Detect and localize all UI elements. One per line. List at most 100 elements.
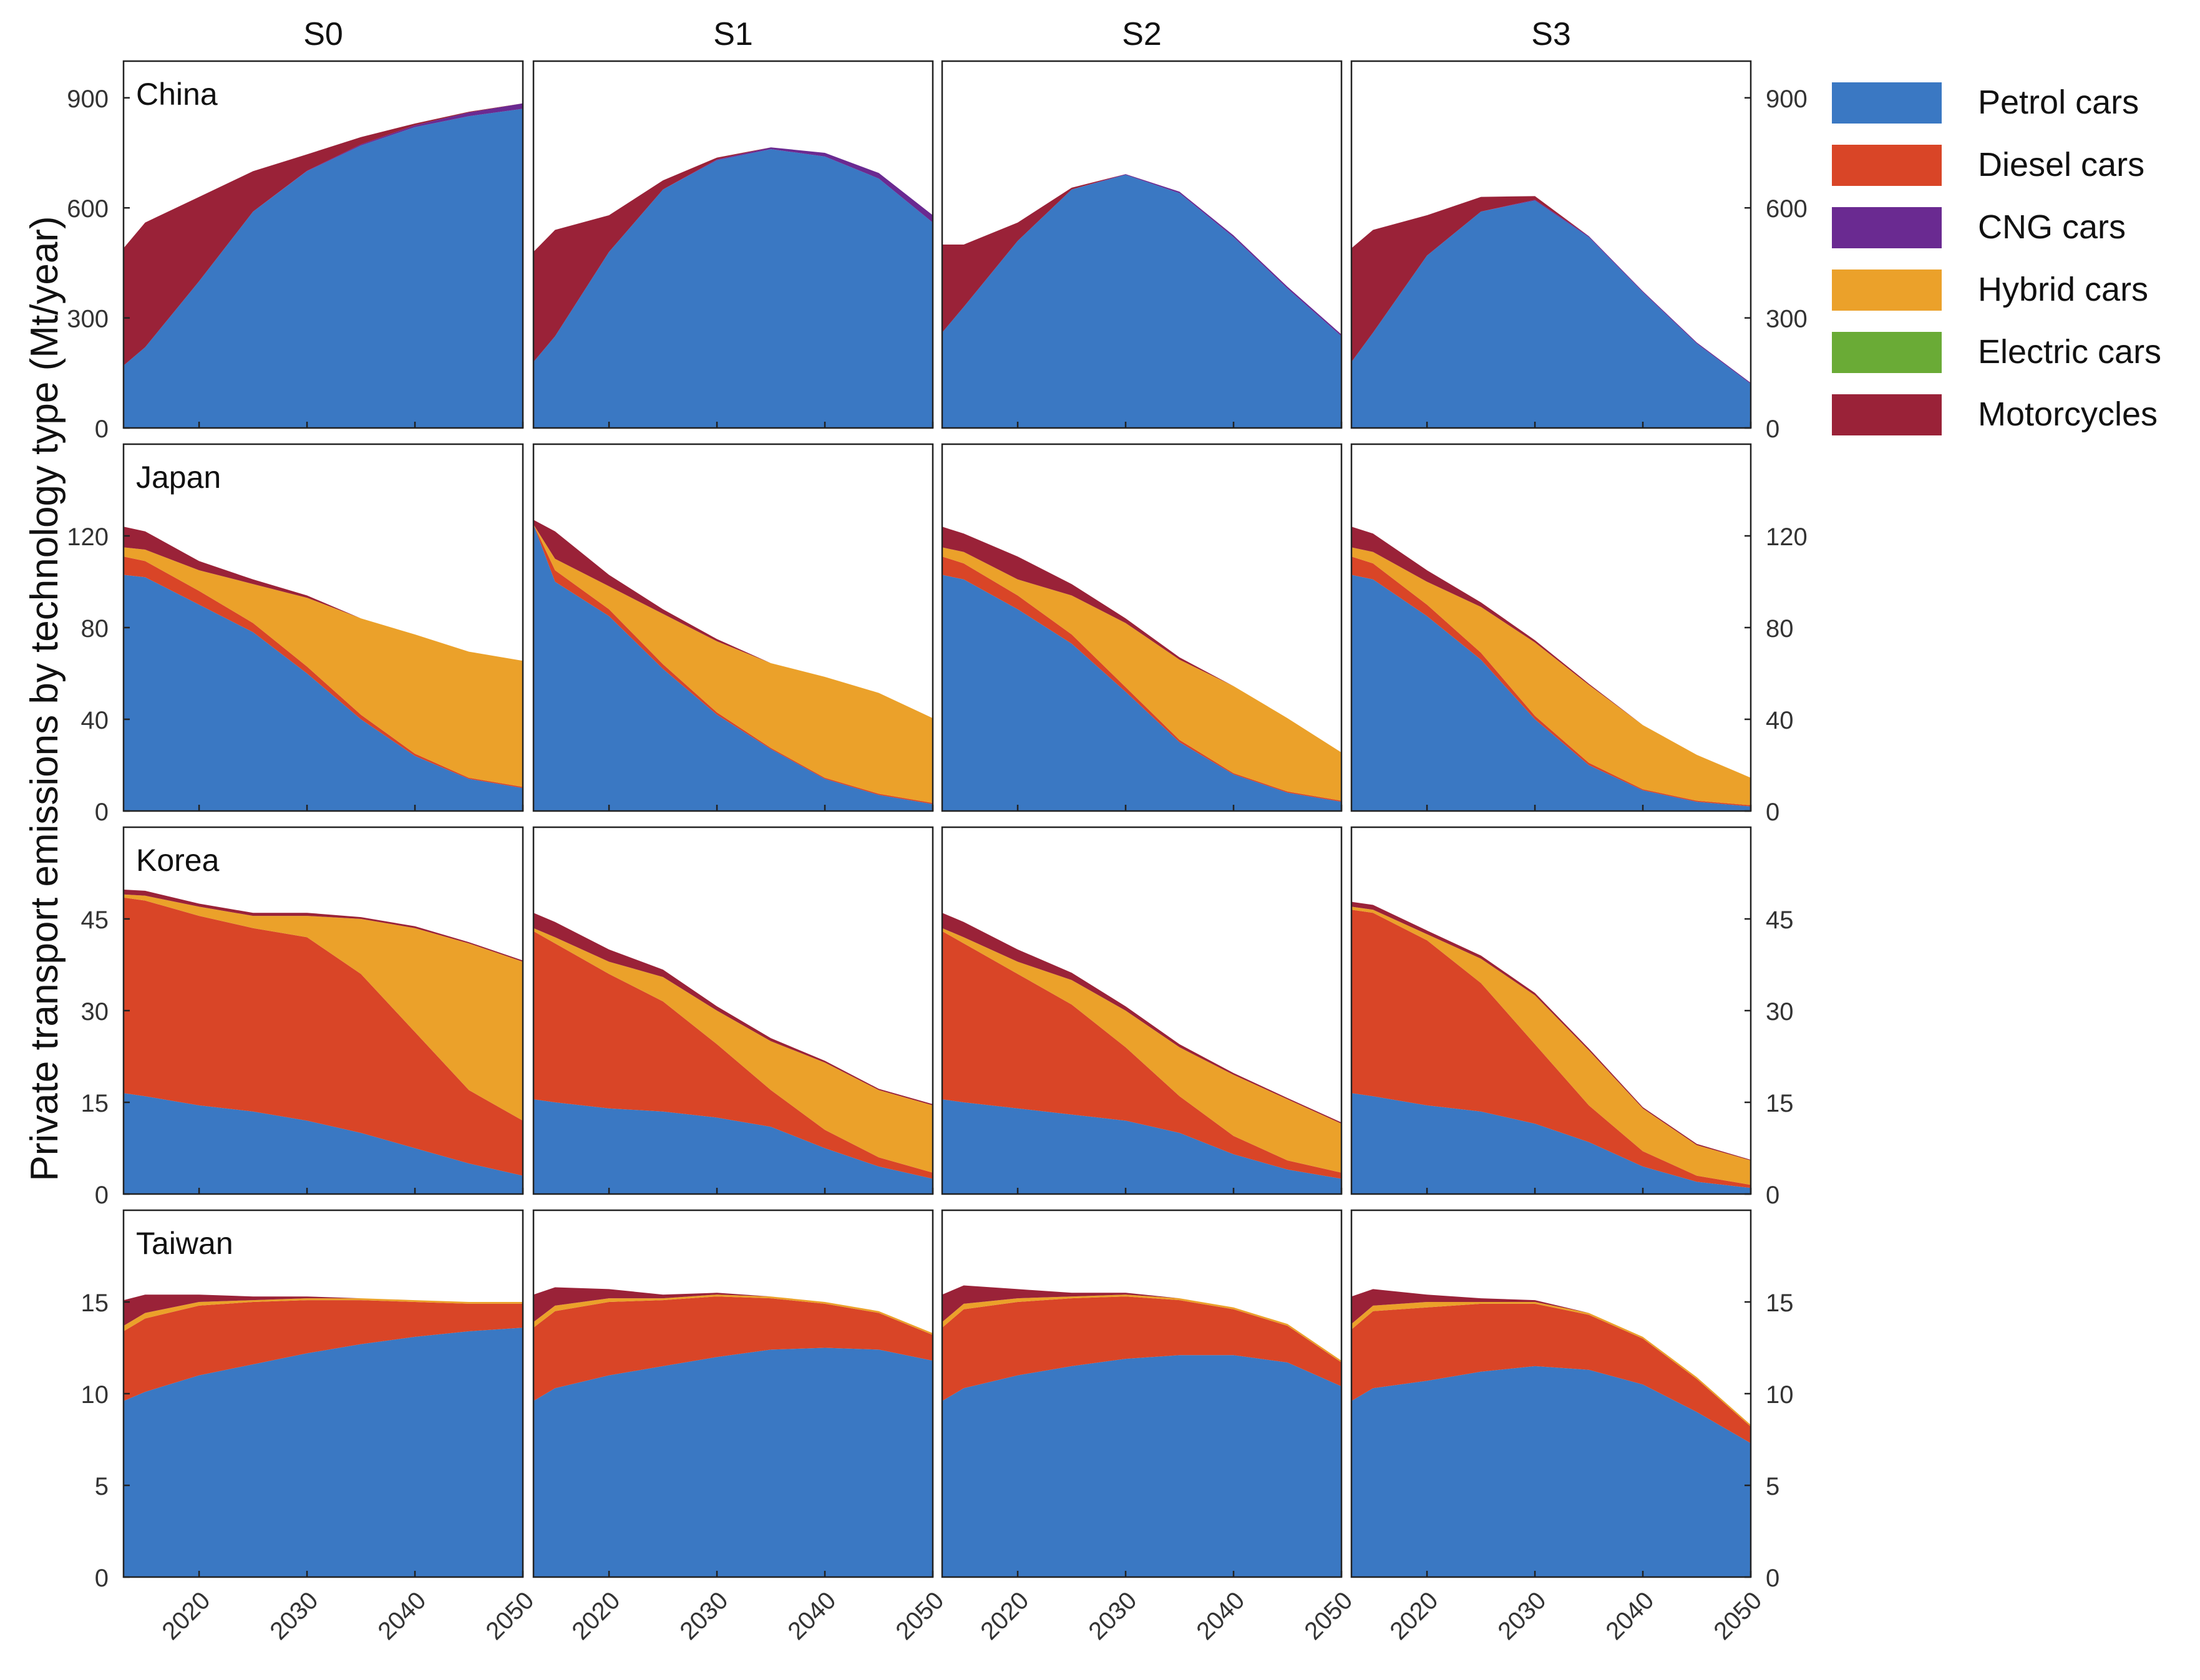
panel-frame-korea-s1 <box>532 826 934 1195</box>
area-japan-s2-motorcycles <box>942 527 1341 753</box>
area-taiwan-s3-motorcycles <box>1351 1289 1751 1425</box>
area-japan-s1-petrol-cars <box>533 524 933 811</box>
y-tick-label-right-china-300: 300 <box>1766 306 1808 333</box>
y-tick-label-left-japan-80: 80 <box>81 615 109 643</box>
x-tick-label-s2-2050: 2050 <box>1299 1586 1358 1645</box>
region-label-taiwan: Taiwan <box>136 1226 233 1261</box>
x-tick-label-s3-2050: 2050 <box>1708 1586 1767 1645</box>
x-tick-label-s1-2040: 2040 <box>782 1586 841 1645</box>
area-korea-s3-petrol-cars <box>1351 1093 1751 1194</box>
area-japan-s2-hybrid-cars <box>942 547 1341 801</box>
column-title-s0: S0 <box>303 16 343 52</box>
x-tick-label-s1-2030: 2030 <box>674 1586 733 1645</box>
x-tick-label-s3-2020: 2020 <box>1385 1586 1443 1645</box>
area-japan-s3-petrol-cars <box>1351 575 1751 811</box>
area-china-s0-petrol-cars <box>124 109 523 428</box>
y-tick-label-right-korea-15: 15 <box>1766 1090 1794 1117</box>
panel-frame-korea-s2 <box>941 826 1343 1195</box>
panel-frame-taiwan-s1 <box>532 1209 934 1578</box>
y-tick-label-left-china-600: 600 <box>67 195 109 223</box>
area-taiwan-s2-petrol-cars <box>942 1355 1341 1577</box>
legend-label-electric-cars: Electric cars <box>1978 333 2161 371</box>
x-tick-label-s0-2050: 2050 <box>480 1586 539 1645</box>
area-korea-s0-diesel-cars <box>124 897 523 1176</box>
panel-frame-china-s3 <box>1350 60 1752 429</box>
region-label-japan: Japan <box>136 460 221 495</box>
area-china-s1-petrol-cars <box>533 149 933 428</box>
panel-frame-japan-s1 <box>532 443 934 812</box>
legend-label-hybrid-cars: Hybrid cars <box>1978 271 2148 308</box>
x-tick-label-s0-2020: 2020 <box>157 1586 215 1645</box>
area-taiwan-s3-petrol-cars <box>1351 1366 1751 1577</box>
area-taiwan-s1-hybrid-cars <box>533 1294 933 1335</box>
area-korea-s1-petrol-cars <box>533 1099 933 1194</box>
area-japan-s3-diesel-cars <box>1351 556 1751 807</box>
column-title-s1: S1 <box>713 16 753 52</box>
area-korea-s1-hybrid-cars <box>533 928 933 1173</box>
panel-frame-china-s0 <box>122 60 524 429</box>
area-taiwan-s2-hybrid-cars <box>942 1294 1341 1362</box>
y-axis-title: Private transport emissions by technolog… <box>23 216 66 1181</box>
y-tick-label-left-china-900: 900 <box>67 85 109 113</box>
y-tick-label-right-japan-120: 120 <box>1766 523 1808 551</box>
legend-swatch-electric-cars <box>1832 332 1942 373</box>
y-tick-label-right-china-900: 900 <box>1766 85 1808 113</box>
area-china-s2-motorcycles <box>942 174 1341 335</box>
x-tick-label-s3-2030: 2030 <box>1492 1586 1551 1645</box>
region-label-korea: Korea <box>136 843 220 878</box>
area-japan-s0-hybrid-cars <box>124 547 523 787</box>
x-tick-label-s3-2040: 2040 <box>1600 1586 1659 1645</box>
y-tick-label-left-china-0: 0 <box>95 415 109 443</box>
y-tick-label-left-taiwan-15: 15 <box>81 1289 109 1317</box>
legend-label-diesel-cars: Diesel cars <box>1978 146 2144 183</box>
y-tick-label-left-china-300: 300 <box>67 306 109 333</box>
area-taiwan-s3-diesel-cars <box>1351 1303 1751 1444</box>
legend-label-petrol-cars: Petrol cars <box>1978 84 2139 121</box>
area-japan-s3-hybrid-cars <box>1351 547 1751 805</box>
area-taiwan-s1-petrol-cars <box>533 1347 933 1577</box>
y-tick-label-right-taiwan-5: 5 <box>1766 1473 1779 1500</box>
y-tick-label-right-japan-40: 40 <box>1766 707 1794 734</box>
legend-label-cng-cars: CNG cars <box>1978 208 2126 246</box>
legend-label-motorcycles: Motorcycles <box>1978 396 2158 433</box>
area-taiwan-s0-diesel-cars <box>124 1300 523 1401</box>
y-tick-label-right-taiwan-10: 10 <box>1766 1381 1794 1409</box>
area-taiwan-s1-motorcycles <box>533 1287 933 1333</box>
area-taiwan-s0-motorcycles <box>124 1294 523 1326</box>
x-tick-label-s1-2050: 2050 <box>890 1586 949 1645</box>
area-korea-s0-petrol-cars <box>124 1093 523 1194</box>
area-korea-s3-hybrid-cars <box>1351 906 1751 1185</box>
x-tick-label-s0-2040: 2040 <box>372 1586 431 1645</box>
x-tick-label-s1-2020: 2020 <box>567 1586 625 1645</box>
area-japan-s3-motorcycles <box>1351 527 1751 778</box>
x-tick-label-s2-2040: 2040 <box>1191 1586 1250 1645</box>
legend-swatch-petrol-cars <box>1832 82 1942 124</box>
y-tick-label-left-japan-0: 0 <box>95 799 109 826</box>
y-tick-label-right-taiwan-15: 15 <box>1766 1289 1794 1317</box>
y-tick-label-right-taiwan-0: 0 <box>1766 1565 1779 1592</box>
legend-swatch-cng-cars <box>1832 207 1942 248</box>
column-title-s2: S2 <box>1122 16 1162 52</box>
y-tick-label-left-taiwan-0: 0 <box>95 1565 109 1592</box>
area-japan-s1-hybrid-cars <box>533 524 933 804</box>
area-japan-s0-petrol-cars <box>124 575 523 811</box>
area-korea-s0-motorcycles <box>124 890 523 962</box>
legend-swatch-motorcycles <box>1832 394 1942 435</box>
panel-frame-japan-s2 <box>941 443 1343 812</box>
area-korea-s3-diesel-cars <box>1351 910 1751 1188</box>
x-tick-label-s0-2030: 2030 <box>265 1586 323 1645</box>
area-taiwan-s0-petrol-cars <box>124 1328 523 1577</box>
y-tick-label-right-china-0: 0 <box>1766 415 1779 443</box>
y-tick-label-left-taiwan-5: 5 <box>95 1473 109 1500</box>
panel-frame-china-s2 <box>941 60 1343 429</box>
area-korea-s1-motorcycles <box>533 913 933 1105</box>
panel-frame-china-s1 <box>532 60 934 429</box>
y-tick-label-left-korea-30: 30 <box>81 998 109 1026</box>
area-china-s2-petrol-cars <box>942 175 1341 428</box>
area-japan-s0-diesel-cars <box>124 556 523 789</box>
area-taiwan-s2-diesel-cars <box>942 1296 1341 1401</box>
column-title-s3: S3 <box>1531 16 1571 52</box>
y-tick-label-right-korea-0: 0 <box>1766 1182 1779 1209</box>
y-tick-label-right-japan-80: 80 <box>1766 615 1794 643</box>
